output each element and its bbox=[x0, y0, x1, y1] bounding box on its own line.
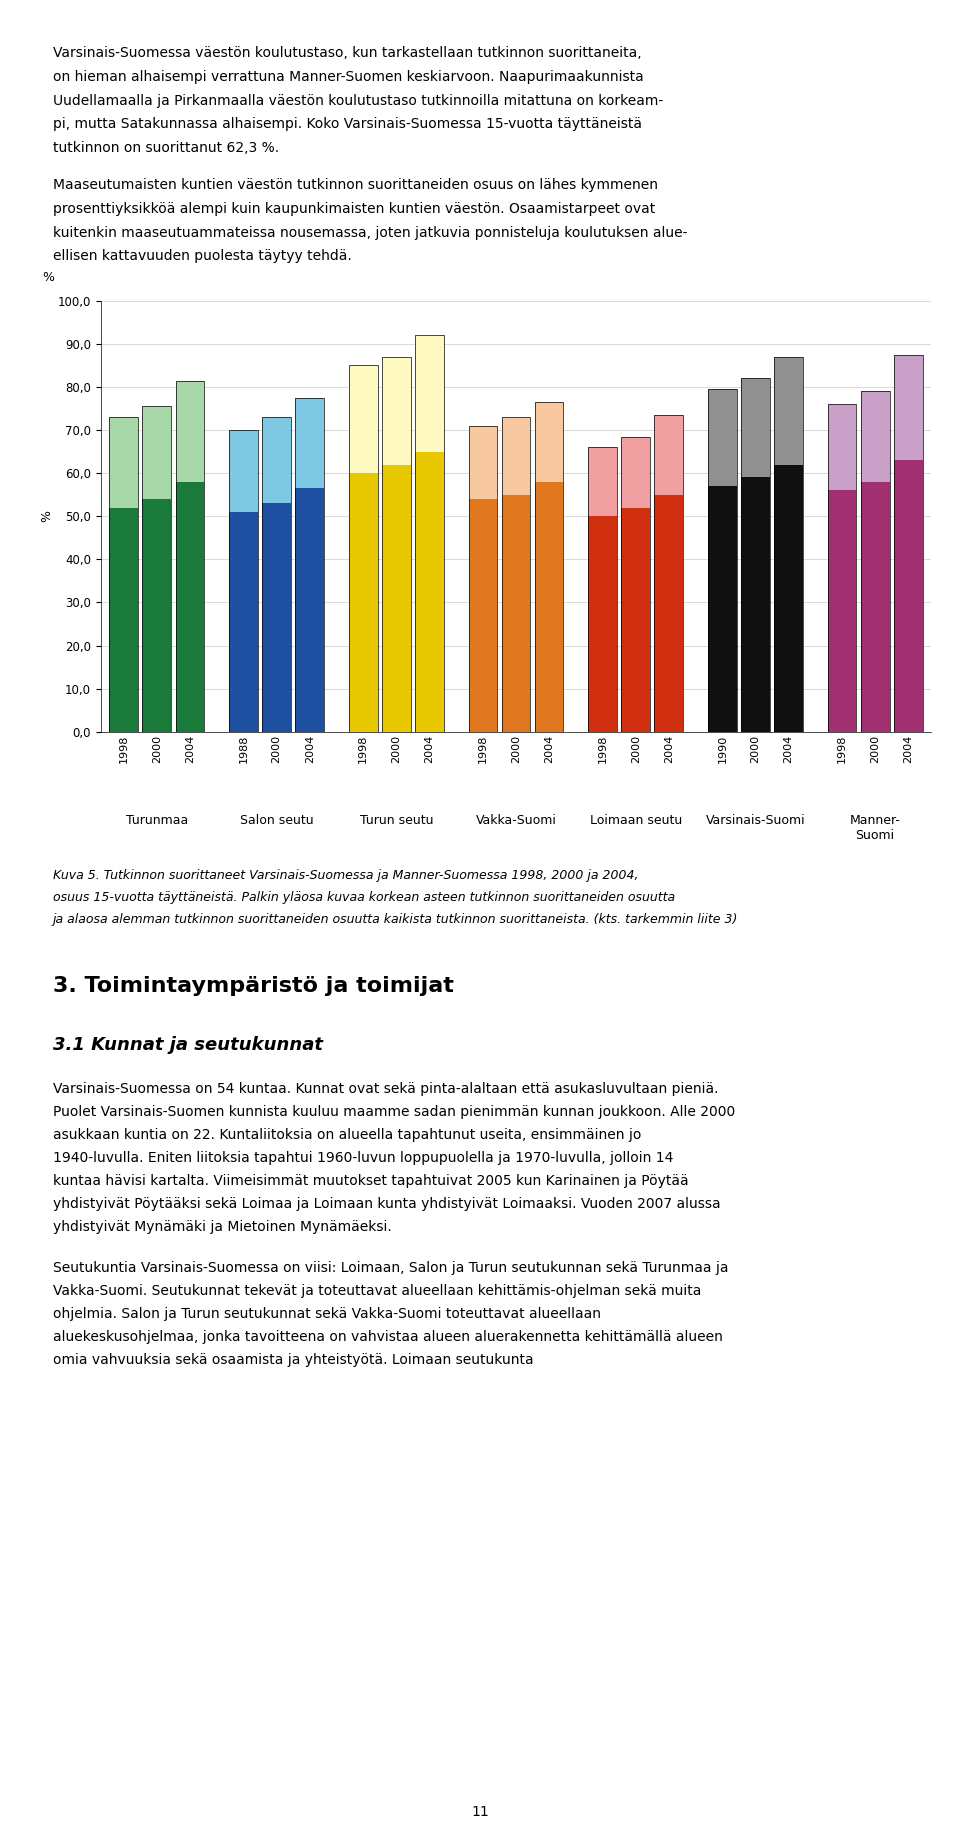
Bar bbox=[109, 416, 138, 732]
Text: ja alaosa alemman tutkinnon suorittaneiden osuutta kaikista tutkinnon suorittane: ja alaosa alemman tutkinnon suorittaneid… bbox=[53, 913, 738, 926]
Bar bbox=[535, 482, 564, 732]
Text: Turunmaa: Turunmaa bbox=[126, 814, 188, 827]
Bar bbox=[655, 414, 684, 495]
Bar bbox=[468, 499, 497, 732]
Bar bbox=[348, 365, 377, 473]
Bar bbox=[655, 495, 684, 732]
Bar bbox=[860, 391, 890, 732]
Text: Loimaan seutu: Loimaan seutu bbox=[589, 814, 682, 827]
Bar bbox=[501, 495, 531, 732]
Bar bbox=[535, 402, 564, 482]
Bar bbox=[382, 464, 411, 732]
Bar bbox=[774, 358, 803, 464]
Bar bbox=[774, 464, 803, 732]
Bar bbox=[382, 358, 411, 732]
Bar bbox=[176, 380, 204, 732]
Text: omia vahvuuksia sekä osaamista ja yhteistyötä. Loimaan seutukunta: omia vahvuuksia sekä osaamista ja yhteis… bbox=[53, 1353, 534, 1366]
Bar bbox=[708, 389, 737, 486]
Bar bbox=[295, 398, 324, 488]
Bar bbox=[741, 477, 770, 732]
Text: Puolet Varsinais-Suomen kunnista kuuluu maamme sadan pienimmän kunnan joukkoon. : Puolet Varsinais-Suomen kunnista kuuluu … bbox=[53, 1106, 735, 1119]
Bar bbox=[588, 517, 617, 732]
Bar bbox=[535, 402, 564, 732]
Text: 3. Toimintaympäristö ja toimijat: 3. Toimintaympäristö ja toimijat bbox=[53, 976, 454, 996]
Text: tutkinnon on suorittanut 62,3 %.: tutkinnon on suorittanut 62,3 %. bbox=[53, 141, 279, 156]
Text: ellisen kattavuuden puolesta täytyy tehdä.: ellisen kattavuuden puolesta täytyy tehd… bbox=[53, 249, 351, 264]
Text: yhdistyivät Pöytääksi sekä Loimaa ja Loimaan kunta yhdistyivät Loimaaksi. Vuoden: yhdistyivät Pöytääksi sekä Loimaa ja Loi… bbox=[53, 1198, 720, 1210]
Text: 3.1 Kunnat ja seutukunnat: 3.1 Kunnat ja seutukunnat bbox=[53, 1036, 323, 1055]
Bar bbox=[415, 451, 444, 732]
Text: prosenttiyksikköä alempi kuin kaupunkimaisten kuntien väestön. Osaamistarpeet ov: prosenttiyksikköä alempi kuin kaupunkima… bbox=[53, 202, 655, 216]
Text: pi, mutta Satakunnassa alhaisempi. Koko Varsinais-Suomessa 15-vuotta täyttäneist: pi, mutta Satakunnassa alhaisempi. Koko … bbox=[53, 117, 642, 132]
Bar bbox=[142, 499, 172, 732]
Bar bbox=[295, 398, 324, 732]
Bar bbox=[828, 403, 856, 732]
Bar bbox=[860, 391, 890, 482]
Bar bbox=[348, 365, 377, 732]
Text: Kuva 5. Tutkinnon suorittaneet Varsinais-Suomessa ja Manner-Suomessa 1998, 2000 : Kuva 5. Tutkinnon suorittaneet Varsinais… bbox=[53, 869, 638, 882]
Text: %: % bbox=[42, 271, 55, 284]
Text: Varsinais-Suomessa väestön koulutustaso, kun tarkastellaan tutkinnon suorittanei: Varsinais-Suomessa väestön koulutustaso,… bbox=[53, 46, 641, 61]
Bar bbox=[588, 447, 617, 517]
Bar bbox=[142, 407, 172, 499]
Bar bbox=[415, 336, 444, 451]
Bar bbox=[860, 482, 890, 732]
Text: Vakka-Suomi: Vakka-Suomi bbox=[475, 814, 557, 827]
Bar bbox=[262, 416, 291, 503]
Bar bbox=[109, 508, 138, 732]
Bar bbox=[501, 416, 531, 495]
Bar bbox=[741, 378, 770, 477]
Bar bbox=[468, 425, 497, 499]
Bar bbox=[708, 389, 737, 732]
Bar bbox=[176, 482, 204, 732]
Bar bbox=[828, 490, 856, 732]
Y-axis label: %: % bbox=[40, 510, 54, 523]
Text: asukkaan kuntia on 22. Kuntaliitoksia on alueella tapahtunut useita, ensimmäinen: asukkaan kuntia on 22. Kuntaliitoksia on… bbox=[53, 1128, 641, 1143]
Text: yhdistyivät Mynämäki ja Mietoinen Mynämäeksi.: yhdistyivät Mynämäki ja Mietoinen Mynämä… bbox=[53, 1220, 392, 1234]
Text: kuntaa hävisi kartalta. Viimeisimmät muutokset tapahtuivat 2005 kun Karinainen j: kuntaa hävisi kartalta. Viimeisimmät muu… bbox=[53, 1174, 688, 1188]
Text: Manner-
Suomi: Manner- Suomi bbox=[850, 814, 900, 842]
Bar bbox=[295, 488, 324, 732]
Bar bbox=[621, 508, 650, 732]
Bar bbox=[588, 447, 617, 732]
Bar bbox=[382, 358, 411, 464]
Bar bbox=[229, 431, 258, 512]
Text: Uudellamaalla ja Pirkanmaalla väestön koulutustaso tutkinnoilla mitattuna on kor: Uudellamaalla ja Pirkanmaalla väestön ko… bbox=[53, 94, 663, 108]
Text: 1940-luvulla. Eniten liitoksia tapahtui 1960-luvun loppupuolella ja 1970-luvulla: 1940-luvulla. Eniten liitoksia tapahtui … bbox=[53, 1152, 673, 1165]
Bar bbox=[655, 414, 684, 732]
Bar bbox=[501, 416, 531, 732]
Text: Vakka-Suomi. Seutukunnat tekevät ja toteuttavat alueellaan kehittämis-ohjelman s: Vakka-Suomi. Seutukunnat tekevät ja tote… bbox=[53, 1284, 701, 1298]
Bar bbox=[142, 407, 172, 732]
Text: kuitenkin maaseutuammateissa nousemassa, joten jatkuvia ponnisteluja koulutuksen: kuitenkin maaseutuammateissa nousemassa,… bbox=[53, 226, 687, 240]
Text: aluekeskusohjelmaa, jonka tavoitteena on vahvistaa alueen aluerakennetta kehittä: aluekeskusohjelmaa, jonka tavoitteena on… bbox=[53, 1330, 723, 1344]
Bar bbox=[828, 403, 856, 490]
Bar bbox=[894, 460, 923, 732]
Bar bbox=[348, 473, 377, 732]
Bar bbox=[109, 416, 138, 508]
Text: on hieman alhaisempi verrattuna Manner-Suomen keskiarvoon. Naapurimaakunnista: on hieman alhaisempi verrattuna Manner-S… bbox=[53, 70, 643, 84]
Bar bbox=[621, 436, 650, 508]
Text: osuus 15-vuotta täyttäneistä. Palkin yläosa kuvaa korkean asteen tutkinnon suori: osuus 15-vuotta täyttäneistä. Palkin ylä… bbox=[53, 891, 675, 904]
Bar bbox=[468, 425, 497, 732]
Text: Turun seutu: Turun seutu bbox=[360, 814, 433, 827]
Bar bbox=[741, 378, 770, 732]
Bar bbox=[262, 503, 291, 732]
Bar bbox=[262, 416, 291, 732]
Bar bbox=[894, 354, 923, 732]
Bar bbox=[229, 512, 258, 732]
Text: Maaseutumaisten kuntien väestön tutkinnon suorittaneiden osuus on lähes kymmenen: Maaseutumaisten kuntien väestön tutkinno… bbox=[53, 178, 658, 193]
Bar bbox=[708, 486, 737, 732]
Text: Salon seutu: Salon seutu bbox=[240, 814, 313, 827]
Bar bbox=[176, 380, 204, 482]
Bar bbox=[894, 354, 923, 460]
Bar bbox=[415, 336, 444, 732]
Bar bbox=[621, 436, 650, 732]
Bar bbox=[229, 431, 258, 732]
Text: Varsinais-Suomessa on 54 kuntaa. Kunnat ovat sekä pinta-alaltaan että asukasluvu: Varsinais-Suomessa on 54 kuntaa. Kunnat … bbox=[53, 1082, 718, 1097]
Text: ohjelmia. Salon ja Turun seutukunnat sekä Vakka-Suomi toteuttavat alueellaan: ohjelmia. Salon ja Turun seutukunnat sek… bbox=[53, 1308, 601, 1320]
Bar bbox=[774, 358, 803, 732]
Text: 11: 11 bbox=[471, 1805, 489, 1819]
Text: Varsinais-Suomi: Varsinais-Suomi bbox=[706, 814, 805, 827]
Text: Seutukuntia Varsinais-Suomessa on viisi: Loimaan, Salon ja Turun seutukunnan sek: Seutukuntia Varsinais-Suomessa on viisi:… bbox=[53, 1262, 729, 1275]
